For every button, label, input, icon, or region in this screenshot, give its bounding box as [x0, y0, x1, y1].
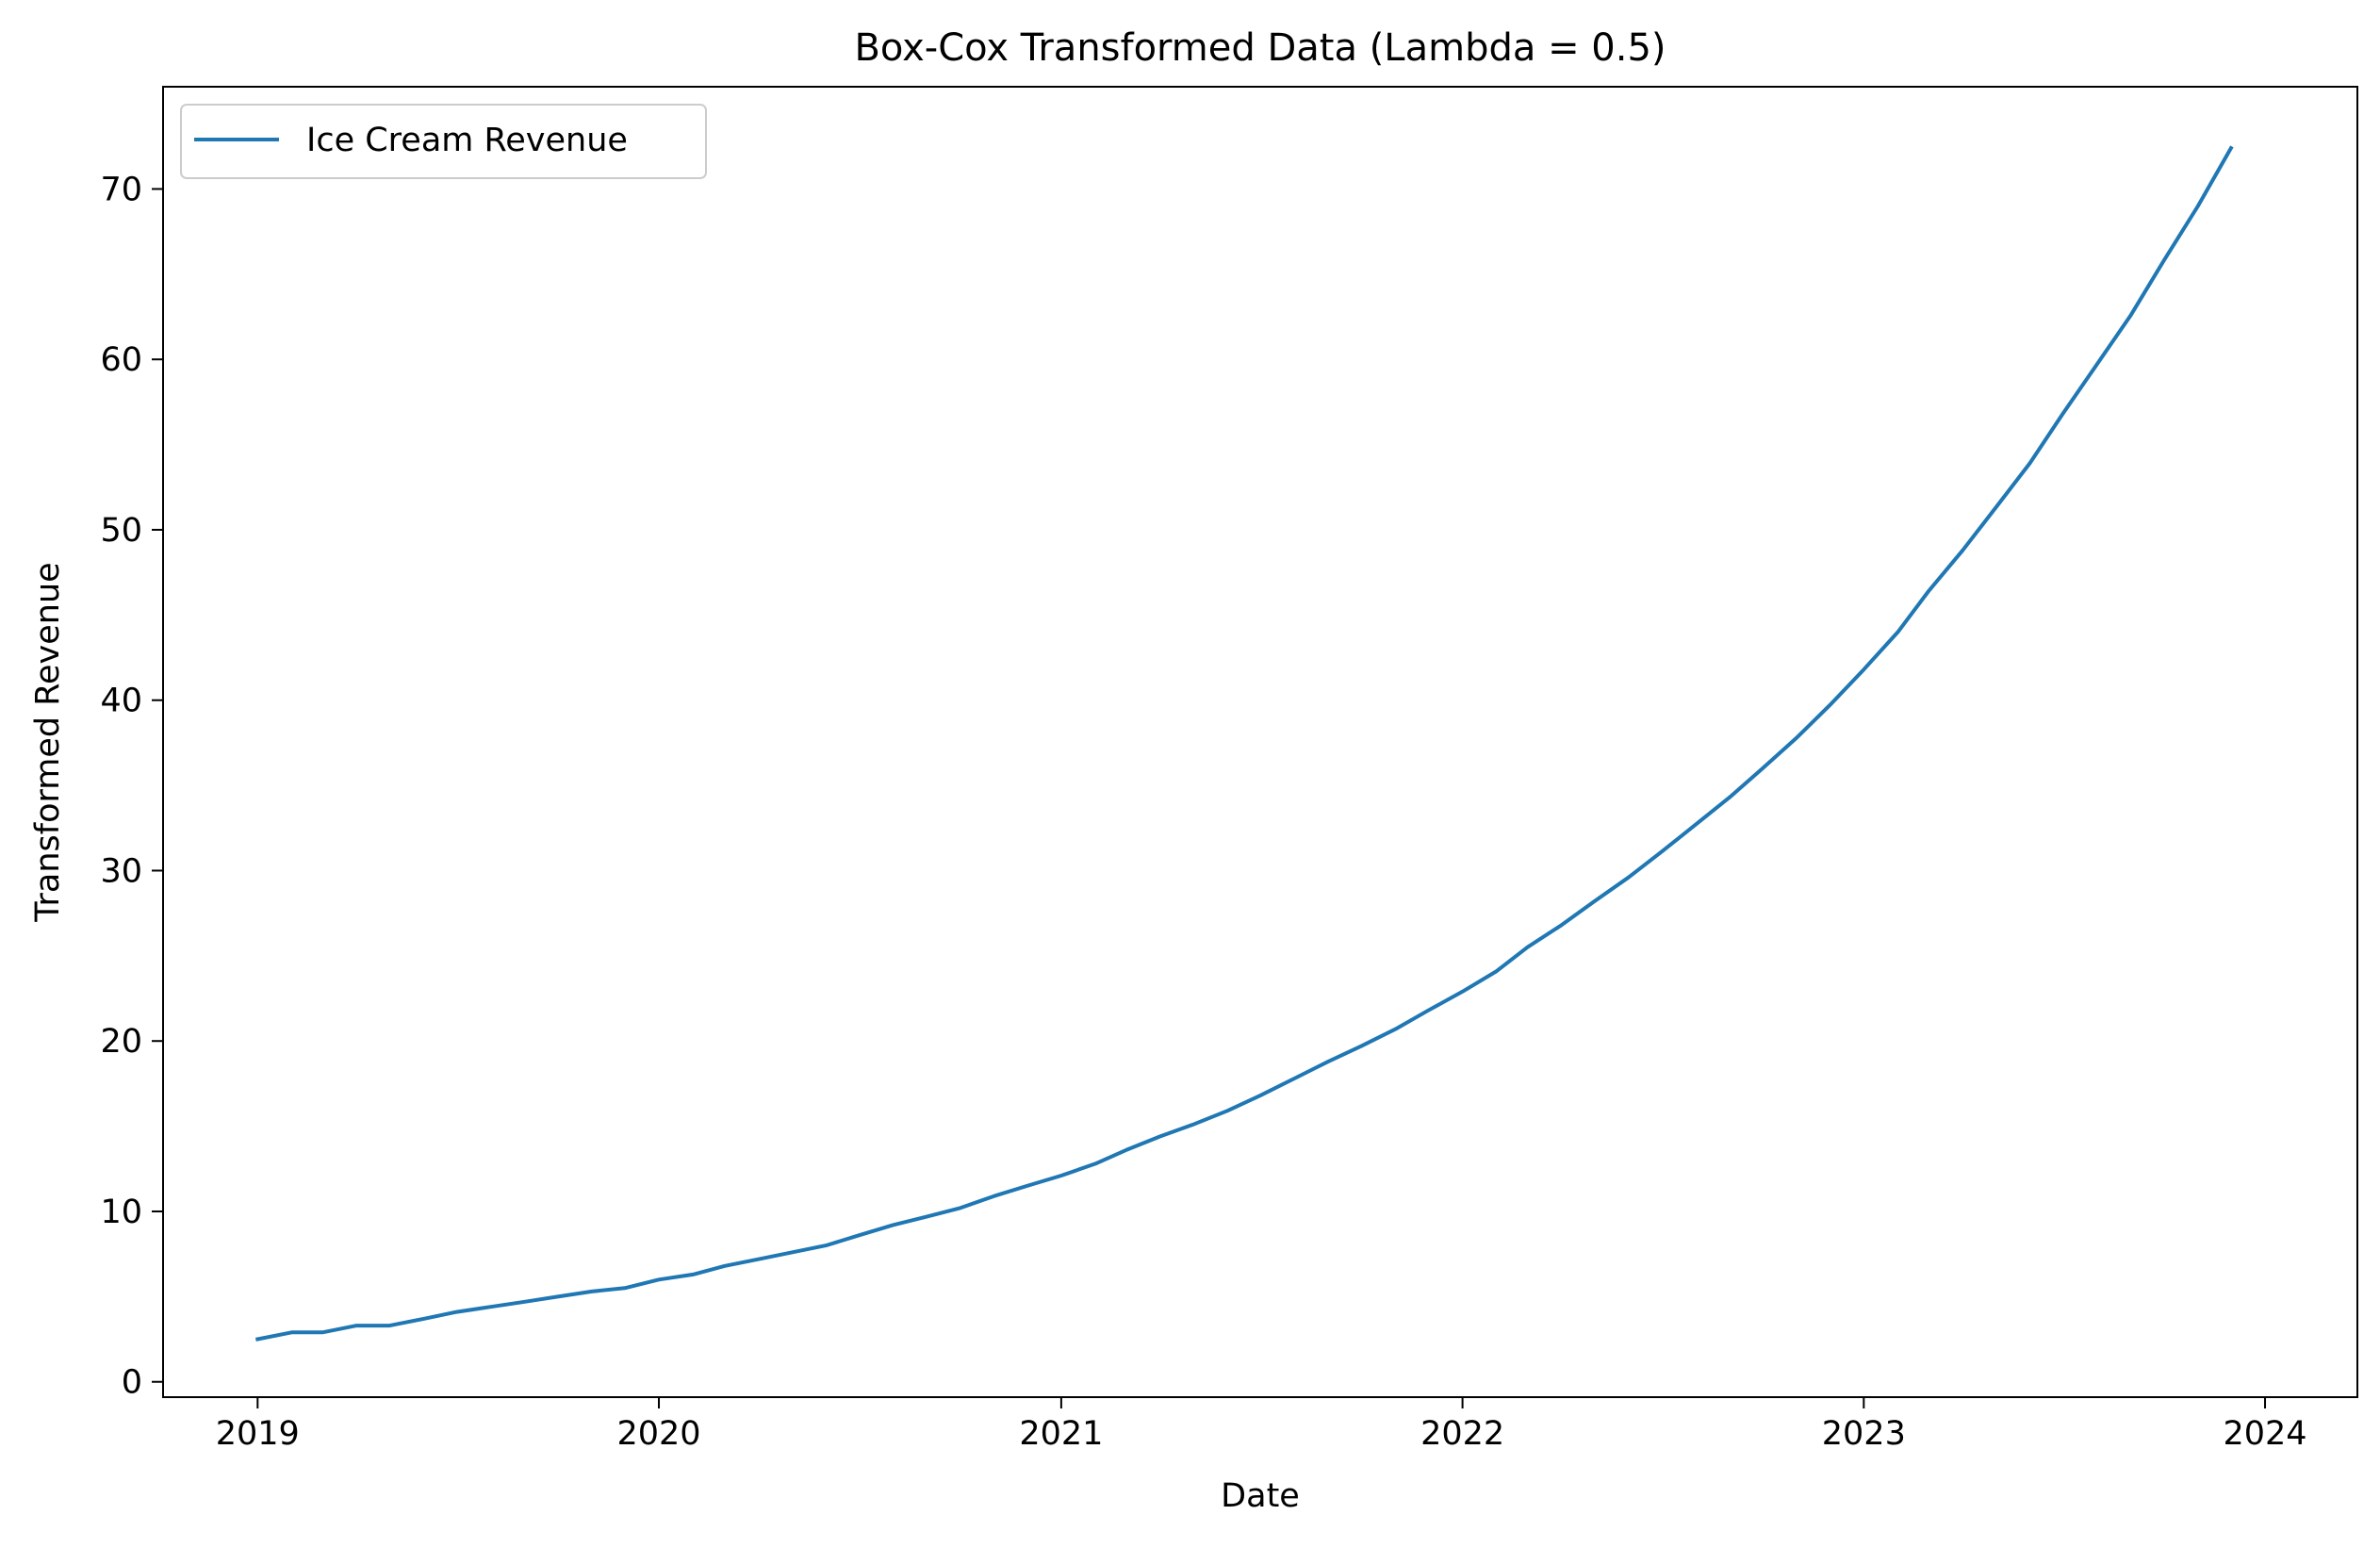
x-tick-label: 2020	[616, 1415, 700, 1453]
y-tick-label: 60	[100, 341, 142, 379]
series-line-ice-cream-revenue	[254, 145, 2234, 1342]
legend-label: Ice Cream Revenue	[306, 122, 628, 159]
plot-frame	[162, 86, 2358, 1398]
x-tick-label: 2022	[1420, 1415, 1504, 1453]
x-tick-label: 2024	[2223, 1415, 2306, 1453]
legend: Ice Cream Revenue	[180, 104, 707, 179]
y-tick-label: 10	[100, 1194, 142, 1231]
y-axis-ticks: 0 10 20 30 40 50 60 70	[100, 171, 163, 1402]
y-tick-label: 30	[100, 852, 142, 890]
y-tick-label: 40	[100, 683, 142, 720]
y-tick-label: 50	[100, 512, 142, 550]
x-tick-label: 2019	[216, 1415, 300, 1453]
legend-box	[180, 104, 707, 179]
y-tick-label: 0	[122, 1364, 142, 1402]
x-axis-label: Date	[1221, 1477, 1300, 1515]
y-axis-label: Transformed Revenue	[29, 562, 67, 922]
x-tick-label: 2021	[1019, 1415, 1103, 1453]
x-tick-label: 2023	[1822, 1415, 1906, 1453]
y-tick-label: 20	[100, 1023, 142, 1061]
series-layer	[254, 145, 2234, 1342]
y-tick-label: 70	[100, 171, 142, 208]
chart-title: Box-Cox Transformed Data (Lambda = 0.5)	[854, 26, 1666, 70]
x-axis-ticks: 2019 2020 2021 2022 2023 2024	[216, 1397, 2307, 1453]
